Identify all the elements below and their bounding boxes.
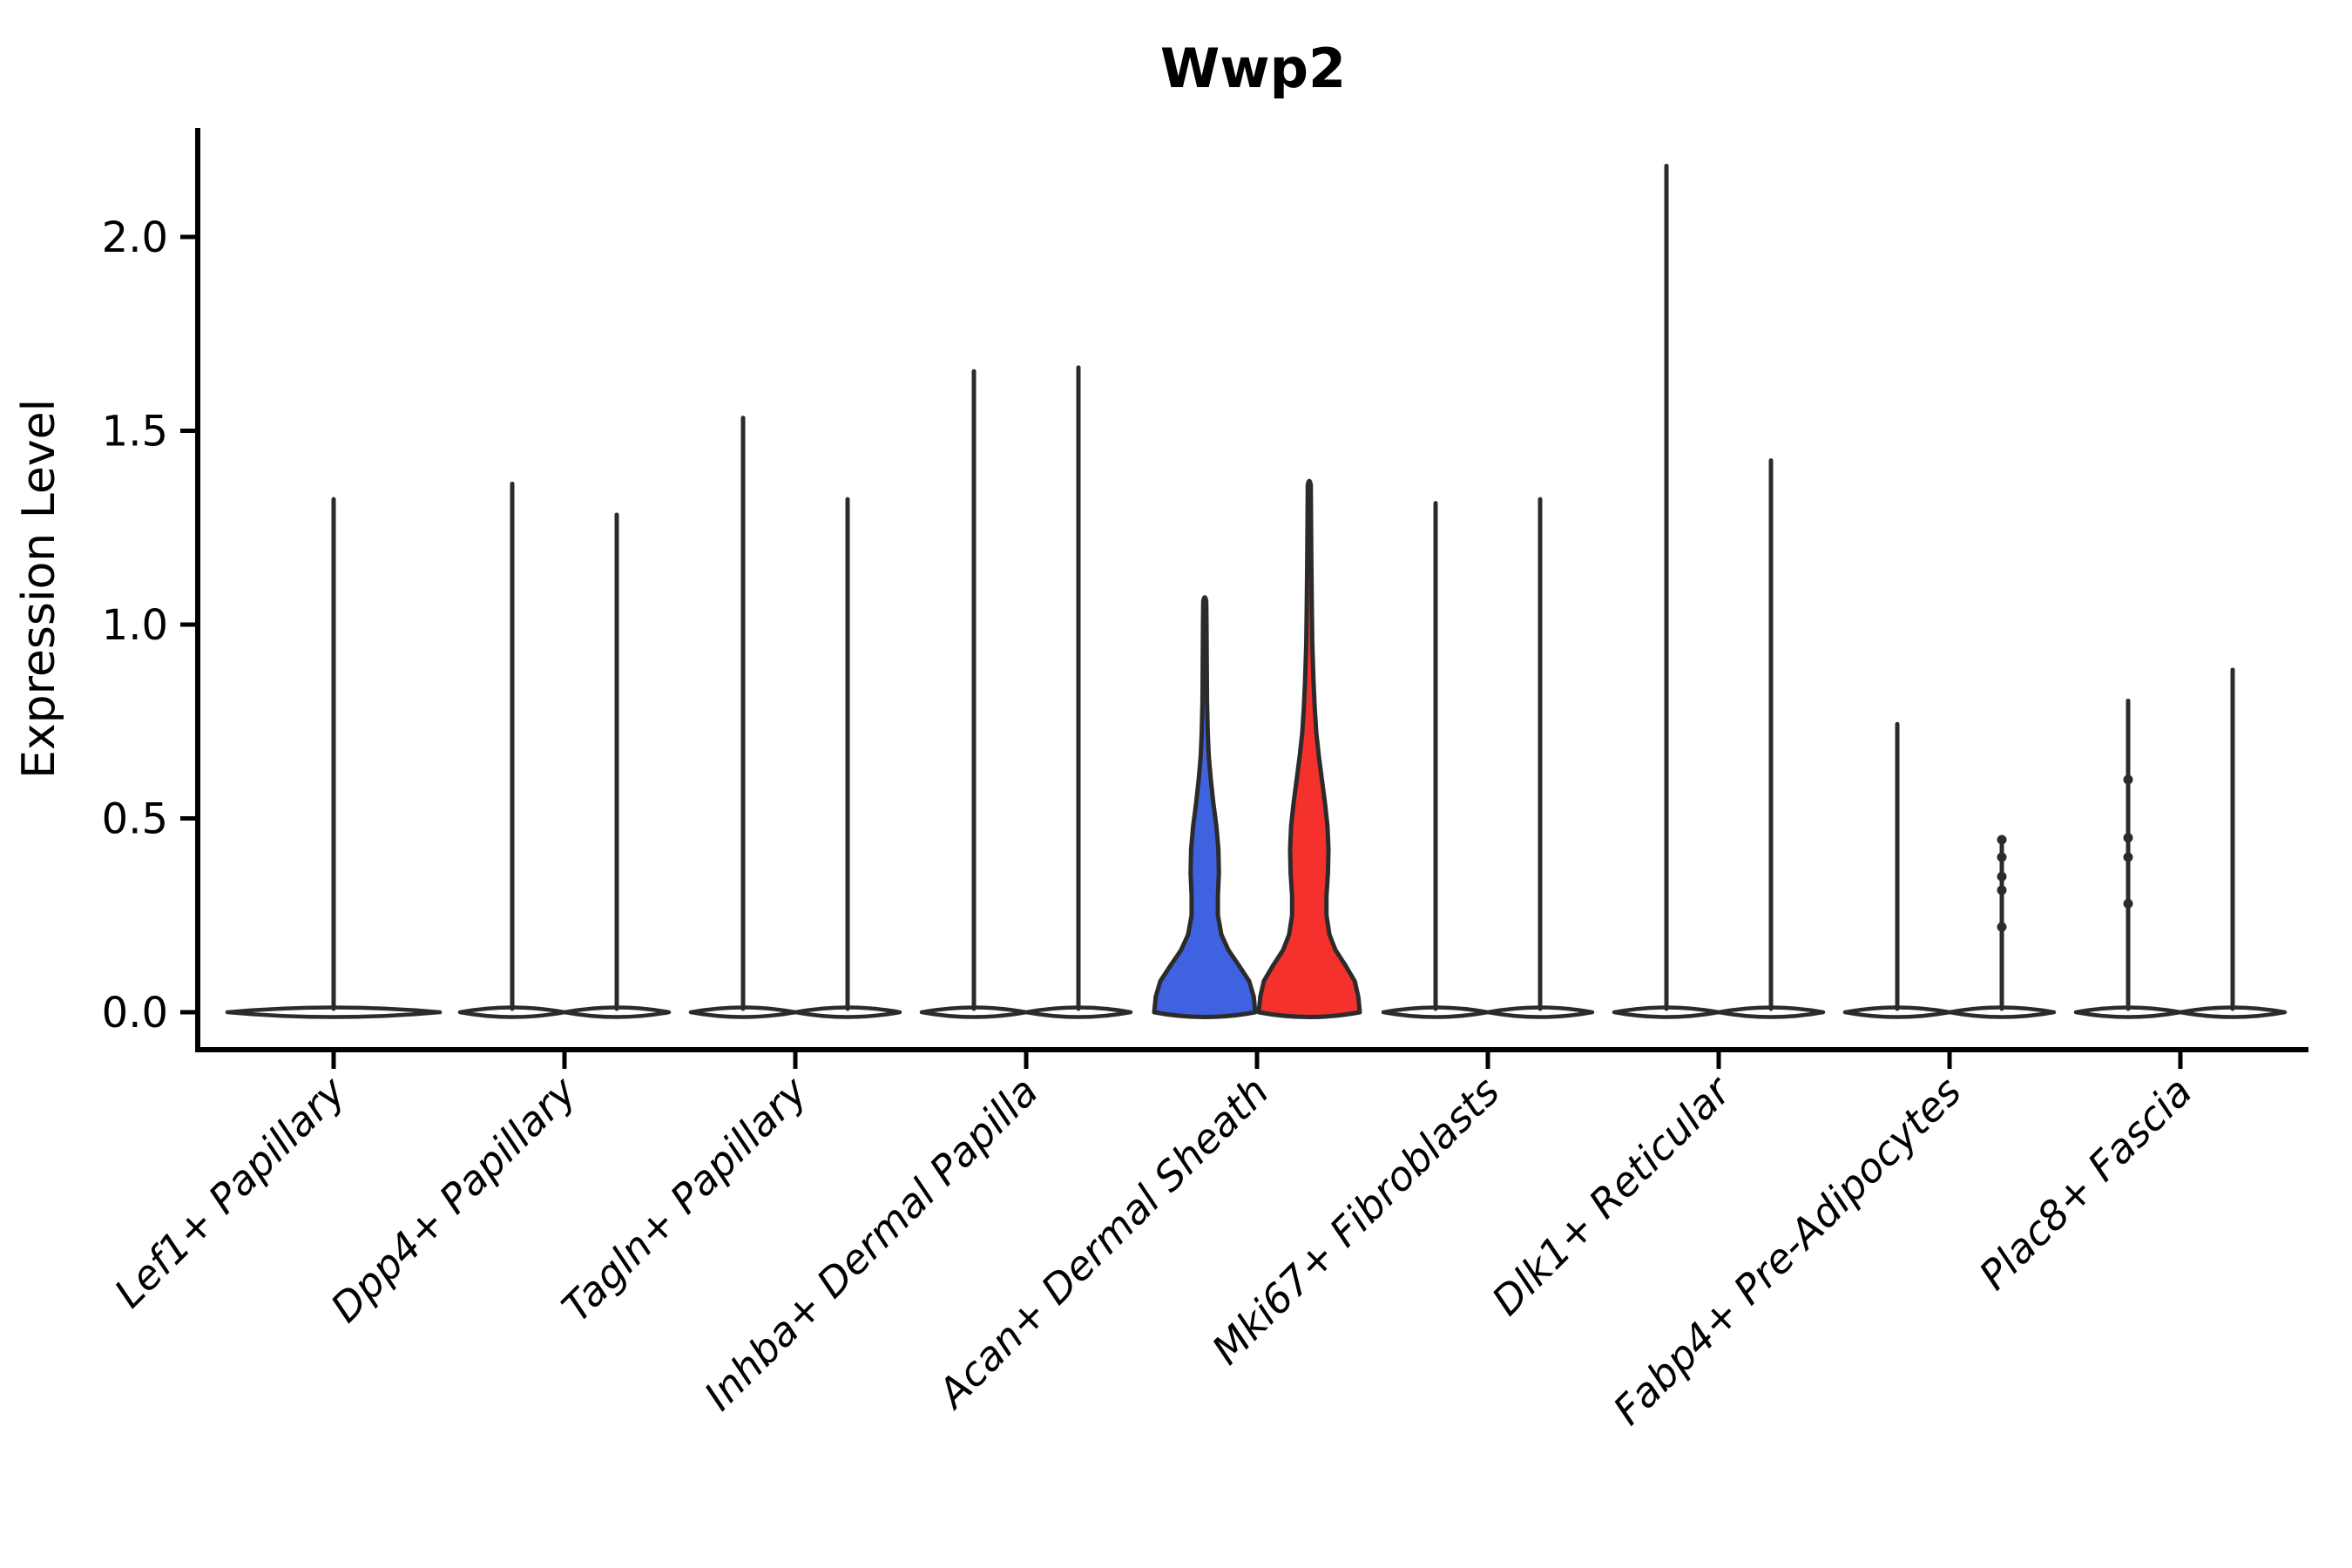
violin-5-right-shape — [1256, 478, 1362, 1019]
violin-7-right-base — [1716, 1005, 1826, 1019]
violin-8-right-point-3 — [1997, 885, 2007, 896]
violin-8-right-point-1 — [1997, 852, 2007, 862]
violin-6-right-base — [1485, 1005, 1595, 1019]
y-tick-label-1.5: 1.5 — [102, 408, 168, 456]
violin-9-left-point-1 — [2123, 833, 2133, 843]
violin-2-right-base — [562, 1005, 672, 1019]
y-tick-label-0.0: 0.0 — [102, 989, 168, 1037]
violin-1-center-base — [225, 1005, 443, 1019]
chart-title: Wwp2 — [1160, 37, 1346, 100]
violin-8-right-point-0 — [1997, 835, 2007, 845]
violin-9-left-point-0 — [2123, 774, 2133, 785]
y-axis-label: Expression Level — [13, 399, 65, 779]
violin-8-right-point-2 — [1997, 871, 2007, 882]
violin-8-right-base — [1947, 1005, 2057, 1019]
violin-9-left-point-2 — [2123, 852, 2133, 862]
violin-9-left-point-3 — [2123, 898, 2133, 909]
violin-8-right-point-4 — [1997, 922, 2007, 932]
violin-4-right-base — [1024, 1005, 1133, 1019]
y-tick-label-1.0: 1.0 — [102, 601, 168, 650]
violin-9-right-base — [2178, 1005, 2288, 1019]
violin-5-left-shape — [1152, 595, 1258, 1019]
violin-3-right-base — [793, 1005, 902, 1019]
y-tick-label-2.0: 2.0 — [102, 213, 168, 262]
y-tick-label-0.5: 0.5 — [102, 795, 168, 844]
